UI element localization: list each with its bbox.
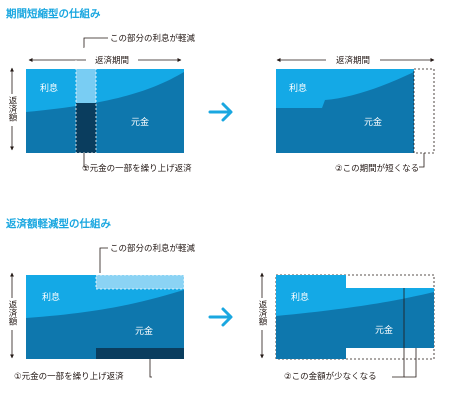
section1-interest-label: 利息 [40, 82, 58, 94]
section1-note-line [83, 153, 89, 168]
section2-amount-label-right: 返済額 [257, 299, 267, 326]
section1-interest-area [26, 69, 184, 112]
section2-title: 返済額軽減型の仕組み [6, 217, 111, 230]
section1-principal-label-right: 元金 [364, 116, 382, 128]
section2-interest-label-right: 利息 [291, 291, 309, 303]
section2-prepaid-principal [96, 348, 184, 359]
section1-interest-label-right: 利息 [289, 82, 307, 94]
section1-period-label: 返済期間 [95, 55, 129, 66]
section1-amount-label: 返済額 [7, 95, 17, 122]
section1-note-right: ②この期間が短くなる [335, 163, 419, 174]
section2-note-right-line-1 [392, 348, 405, 378]
arrow-right-icon [208, 102, 233, 122]
section1-note-right-line [419, 153, 425, 168]
section2-principal-label: 元金 [135, 325, 153, 337]
section2-right-interest-area [276, 275, 434, 316]
section2-amount-label-right-bg [256, 298, 268, 330]
section2-callout-top: この部分の利息が軽減 [110, 243, 196, 254]
section1-title: 期間短縮型の仕組み [6, 7, 101, 20]
section1-prepay-outline [75, 47, 97, 154]
section1-period-label-right: 返済期間 [336, 55, 370, 66]
section2-note-left: ①元金の一部を繰り上げ返済 [14, 371, 124, 382]
section1-note-left: ①元金の一部を繰り上げ返済 [82, 163, 192, 174]
section1-right-interest-area [276, 69, 414, 108]
section2-note-line [149, 359, 152, 378]
section1-reduced-interest [76, 69, 96, 103]
section1-period-label-bg [86, 54, 138, 66]
section1-period-label-right-bg [326, 54, 380, 66]
section1-shortened-period [413, 68, 435, 154]
section1-prepaid-principal [76, 103, 96, 153]
section2-note-right: ②この金額が少なくなる [284, 371, 377, 382]
section2-principal-label-right: 元金 [375, 324, 393, 336]
section2-interest-label: 利息 [42, 291, 60, 303]
section1-principal-label: 元金 [131, 116, 149, 128]
section1-amount-label-bg [6, 94, 18, 126]
section2-note-right-line-2 [404, 359, 417, 378]
section2-amount-label: 返済額 [7, 299, 17, 326]
section2-callout-line [99, 247, 108, 273]
section1-callout-line [83, 37, 108, 48]
section2-amount-label-bg [6, 298, 18, 330]
arrow-right-icon [208, 307, 233, 327]
section2-reduced-outline [95, 274, 185, 290]
section1-callout-top: この部分の利息が軽減 [110, 33, 196, 44]
section2-reduced-interest [96, 275, 184, 289]
